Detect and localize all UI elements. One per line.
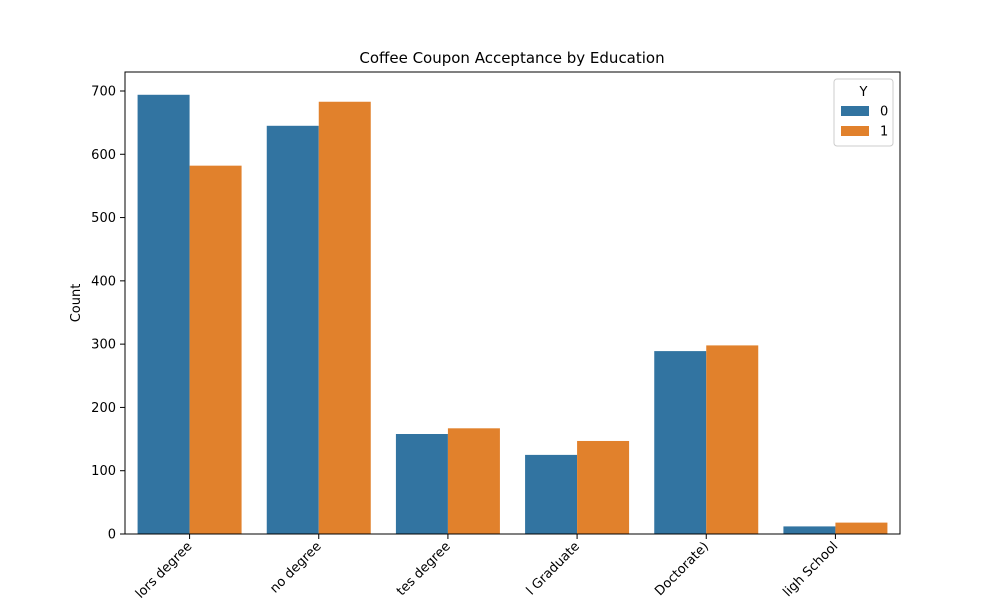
y-axis-label: Count — [69, 284, 84, 323]
bar-y0-2 — [395, 434, 448, 534]
legend-swatch-0 — [841, 106, 869, 116]
legend: Y0 1 — [833, 78, 894, 147]
bar-y1-0 — [189, 165, 242, 534]
bar-y0-1 — [266, 125, 319, 534]
bar-y1-3 — [577, 440, 630, 534]
chart-title: Coffee Coupon Acceptance by Education — [359, 49, 664, 67]
legend-label-0: 0 — [880, 105, 888, 120]
x-tick-label: ligh School — [780, 539, 841, 600]
x-axis: lors degree no degree tes degree l Graduate… — [133, 534, 841, 600]
bars-group — [137, 94, 888, 534]
bar-y0-0 — [137, 94, 190, 534]
bar-y0-3 — [525, 454, 578, 534]
x-tick-label: no degree — [267, 539, 324, 596]
y-tick-label: 100 — [91, 464, 116, 479]
y-tick-label: 600 — [91, 148, 116, 163]
bar-y0-5 — [783, 526, 836, 534]
bar-y1-2 — [447, 428, 500, 534]
y-tick-label: 200 — [91, 401, 116, 416]
y-tick-label: 0 — [108, 528, 116, 543]
legend-title: Y — [859, 85, 868, 100]
legend-label-1: 1 — [880, 125, 888, 140]
bar-y0-4 — [654, 351, 707, 534]
x-tick-label: Doctorate) — [652, 539, 712, 599]
bar-y1-1 — [318, 101, 371, 534]
y-tick-label: 300 — [91, 338, 116, 353]
x-tick-label: tes degree — [394, 539, 454, 599]
bar-y1-5 — [835, 522, 888, 534]
bar-y1-4 — [706, 345, 759, 534]
x-tick-label: lors degree — [133, 539, 195, 600]
y-tick-label: 700 — [91, 84, 116, 99]
y-tick-label: 400 — [91, 274, 116, 289]
legend-swatch-1 — [841, 126, 869, 136]
y-tick-label: 500 — [91, 211, 116, 226]
x-tick-label: l Graduate — [524, 539, 583, 598]
y-axis: 0 100 200 300 400 500 600 700 — [91, 84, 125, 543]
plot-frame — [124, 71, 901, 535]
